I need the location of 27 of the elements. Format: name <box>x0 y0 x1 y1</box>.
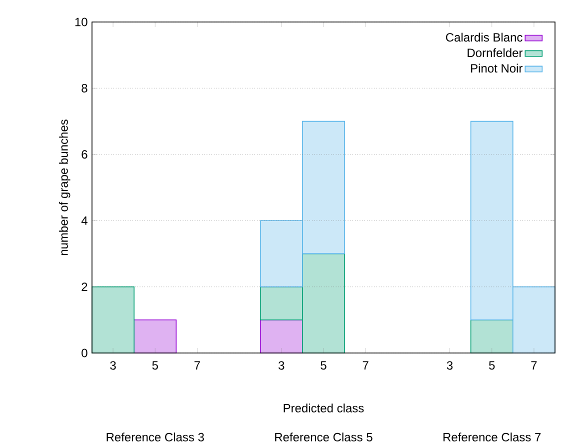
x-tick-label: 7 <box>531 361 537 370</box>
text: Reference Class 7 <box>443 432 541 442</box>
x-tick-label: 3 <box>110 361 116 370</box>
bar <box>470 320 514 354</box>
text: Reference Class 5 <box>275 432 372 442</box>
x-tick-label: 5 <box>320 361 326 370</box>
legend-label: Dornfelder <box>468 48 523 58</box>
x-tick-label: 5 <box>489 361 495 370</box>
y-tick-label: 4 <box>81 216 88 225</box>
bar <box>134 320 177 354</box>
y-tick-label: 2 <box>82 282 88 291</box>
x-tick-label: 7 <box>362 361 368 370</box>
x-axis-title: Predicted class <box>284 404 364 412</box>
bar <box>92 286 134 354</box>
legend-label: Calardis Blanc <box>446 32 522 42</box>
y-tick-label: 10 <box>75 18 88 26</box>
y-tick-label: 6 <box>82 150 88 159</box>
text: Reference Class 3 <box>106 432 204 442</box>
x-tick-label: 7 <box>194 361 200 370</box>
x-tick-label: 3 <box>278 361 284 370</box>
y-axis-title: number of grape bunches <box>59 120 70 256</box>
legend-label: Pinot Noir <box>471 64 523 73</box>
bar <box>260 320 303 354</box>
x-tick-label: 3 <box>446 361 453 370</box>
x-tick-label: 5 <box>152 361 158 370</box>
y-tick-label: 8 <box>82 84 88 92</box>
y-tick-label: 0 <box>82 348 88 358</box>
